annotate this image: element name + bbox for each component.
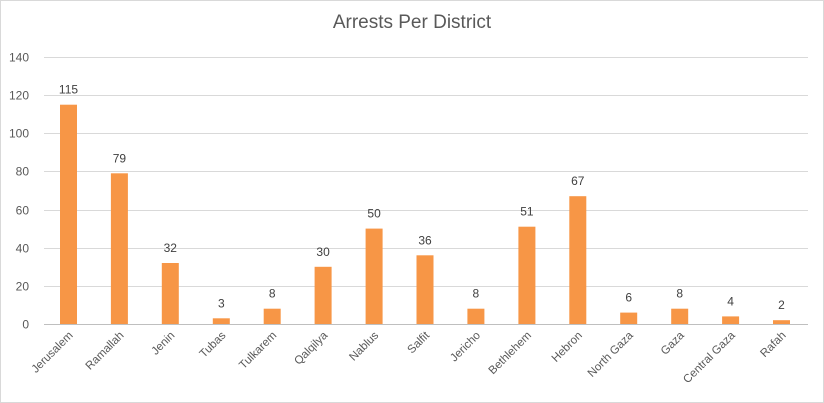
- x-tick-label: Hebron: [550, 330, 585, 365]
- x-tick-label: Tulkarem: [237, 330, 279, 372]
- data-label: 6: [625, 291, 632, 305]
- y-tick-label: 100: [9, 127, 29, 141]
- x-tick-label: Jenin: [149, 330, 177, 358]
- x-tick-label: Bethlehem: [487, 330, 534, 377]
- x-tick-label: Salfit: [406, 329, 433, 356]
- x-tick-label: Gaza: [659, 329, 687, 357]
- x-tick-label: Nablus: [347, 329, 381, 363]
- data-label: 79: [113, 151, 127, 165]
- data-label: 8: [676, 287, 683, 301]
- data-label: 3: [218, 296, 225, 310]
- data-label: 4: [727, 294, 734, 308]
- data-label: 32: [164, 241, 178, 255]
- bar: [722, 316, 740, 324]
- y-tick-label: 120: [9, 89, 29, 103]
- x-tick-label: North Gaza: [586, 329, 636, 379]
- bar: [314, 266, 332, 324]
- bar: [365, 228, 383, 324]
- y-tick-label: 40: [16, 242, 30, 256]
- y-tick-label: 0: [22, 318, 29, 332]
- bar: [467, 308, 485, 324]
- data-label: 36: [418, 233, 432, 247]
- bar: [773, 320, 790, 324]
- x-tick-label: Tubas: [198, 329, 229, 360]
- data-label: 51: [520, 205, 534, 219]
- bar: [161, 263, 179, 324]
- bar: [212, 318, 230, 324]
- y-tick-label: 20: [16, 280, 30, 294]
- bar: [518, 226, 536, 324]
- x-tick-label: Qalqilya: [292, 329, 330, 367]
- bar: [569, 196, 587, 324]
- x-tick-label: Ramallah: [84, 330, 127, 373]
- data-label: 67: [571, 174, 585, 188]
- data-label: 2: [778, 298, 785, 312]
- x-tick-label: Jerusalem: [30, 330, 76, 376]
- data-label: 8: [473, 287, 480, 301]
- data-label: 50: [367, 207, 381, 221]
- bar: [110, 173, 128, 324]
- bar: [60, 104, 77, 324]
- x-tick-label: Jericho: [448, 330, 483, 365]
- x-tick-label: Rafah: [758, 330, 788, 360]
- data-label: 30: [316, 245, 330, 259]
- y-tick-label: 80: [16, 165, 30, 179]
- x-tick-label: Central Gaza: [681, 329, 738, 386]
- bar: [620, 312, 638, 324]
- y-tick-label: 60: [16, 204, 30, 218]
- chart-title: Arrests Per District: [332, 12, 492, 33]
- bar: [416, 255, 434, 324]
- data-label: 8: [269, 287, 276, 301]
- y-tick-label: 140: [9, 51, 29, 65]
- bar: [263, 308, 281, 324]
- data-label: 115: [59, 83, 78, 97]
- bar: [671, 308, 689, 324]
